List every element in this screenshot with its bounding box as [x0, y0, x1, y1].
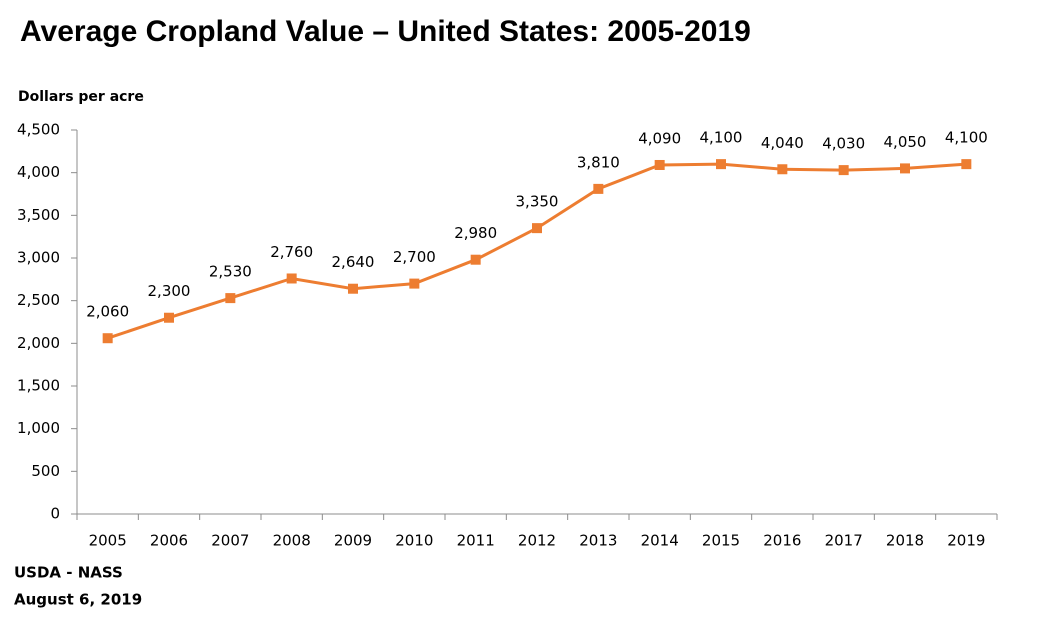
data-label: 2,700 — [393, 248, 436, 266]
x-tick-label: 2012 — [518, 532, 556, 550]
data-label: 4,100 — [945, 129, 988, 147]
x-tick-label: 2014 — [641, 532, 679, 550]
data-label: 3,810 — [577, 153, 620, 171]
y-axis-label: Dollars per acre — [18, 89, 144, 105]
x-tick-label: 2011 — [457, 532, 495, 550]
data-point — [654, 159, 665, 170]
data-label: 3,350 — [516, 193, 559, 211]
y-tick-label: 0 — [50, 505, 60, 523]
data-point — [225, 293, 236, 304]
data-point — [470, 254, 481, 265]
data-point — [348, 283, 358, 294]
y-tick-label: 4,500 — [17, 121, 60, 139]
y-tick-label: 1,000 — [17, 419, 60, 437]
data-label: 4,090 — [638, 129, 681, 147]
x-tick-label: 2009 — [334, 532, 372, 550]
data-label: 2,300 — [148, 282, 191, 300]
data-label: 2,760 — [270, 243, 313, 261]
y-tick-label: 1,500 — [17, 377, 60, 395]
data-point — [286, 273, 297, 284]
x-tick-label: 2017 — [825, 532, 863, 550]
data-point — [900, 163, 910, 174]
data-label: 4,030 — [822, 135, 865, 153]
footer-source: USDA - NASS — [14, 564, 123, 582]
x-tick-label: 2016 — [763, 532, 801, 550]
x-tick-label: 2010 — [395, 532, 433, 550]
data-point — [838, 165, 849, 176]
x-tick-label: 2007 — [211, 532, 249, 550]
x-tick-label: 2006 — [150, 532, 188, 550]
y-tick-label: 2,000 — [17, 334, 60, 352]
data-point — [716, 159, 726, 170]
chart-title: Average Cropland Value – United States: … — [20, 15, 751, 48]
data-point — [961, 159, 972, 170]
x-tick-label: 2013 — [579, 532, 617, 550]
x-tick-label: 2018 — [886, 532, 924, 550]
y-tick-label: 500 — [31, 462, 60, 480]
x-tick-label: 2008 — [273, 532, 311, 550]
data-point — [532, 223, 542, 234]
y-tick-label: 2,500 — [17, 291, 60, 309]
y-tick-label: 3,000 — [17, 249, 60, 267]
y-tick-label: 3,500 — [17, 206, 60, 224]
data-label: 2,980 — [454, 224, 497, 242]
data-point — [102, 333, 113, 344]
x-tick-label: 2005 — [89, 532, 127, 550]
data-line — [107, 162, 967, 340]
x-tick-label: 2015 — [702, 532, 740, 550]
x-tick-label: 2019 — [947, 532, 985, 550]
data-label: 4,050 — [884, 133, 927, 151]
data-point — [593, 183, 604, 194]
y-tick-label: 4,000 — [17, 163, 60, 181]
footer-date: August 6, 2019 — [14, 591, 142, 609]
data-point — [777, 164, 788, 175]
data-label: 4,100 — [700, 129, 743, 147]
data-label: 2,060 — [86, 303, 129, 321]
data-label: 4,040 — [761, 134, 804, 152]
data-label: 2,530 — [209, 263, 252, 281]
data-label: 2,640 — [332, 253, 375, 271]
data-point — [409, 278, 420, 289]
data-point — [164, 312, 174, 323]
